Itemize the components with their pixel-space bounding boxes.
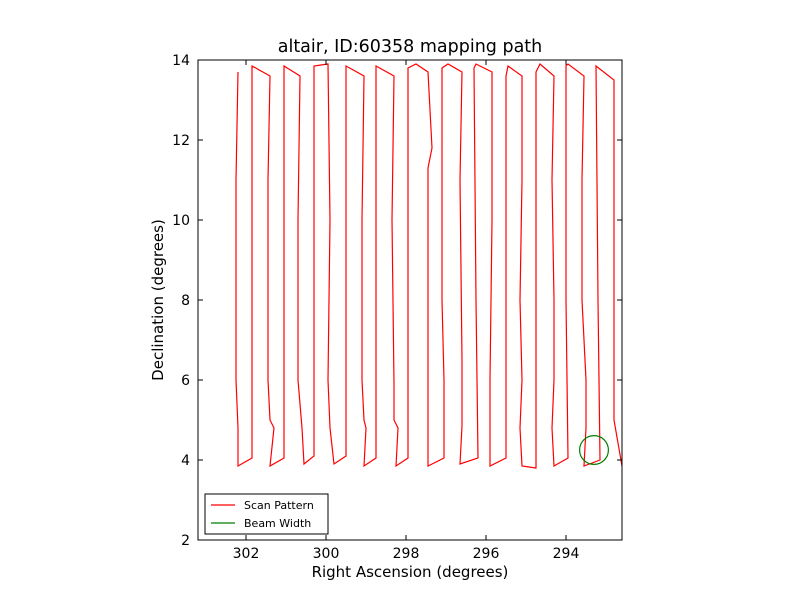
x-axis-label: Right Ascension (degrees) [312, 563, 509, 581]
plot-area [198, 60, 622, 540]
legend: Scan Pattern Beam Width [204, 493, 329, 535]
chart-title: altair, ID:60358 mapping path [278, 37, 543, 57]
y-tick-label: 10 [172, 213, 190, 229]
legend-label-beam-width: Beam Width [244, 517, 311, 530]
y-tick-label: 12 [172, 133, 190, 149]
x-tick-label: 294 [553, 546, 580, 562]
y-tick-label: 4 [181, 453, 190, 469]
x-tick-label: 300 [313, 546, 340, 562]
legend-label-scan-pattern: Scan Pattern [244, 499, 314, 512]
x-tick-label: 296 [473, 546, 500, 562]
x-axis-ticks: 302 300 298 296 294 [233, 60, 580, 562]
series-layer [235, 63, 622, 469]
legend-box [204, 493, 329, 535]
beam-width-circle [578, 435, 609, 466]
x-tick-label: 298 [393, 546, 420, 562]
x-tick-label: 302 [233, 546, 260, 562]
series-line-scan-pattern [235, 63, 622, 469]
y-tick-label: 8 [181, 293, 190, 309]
y-tick-label: 14 [172, 53, 190, 69]
y-axis-ticks: 2 4 6 8 10 12 14 [172, 53, 622, 549]
y-tick-label: 6 [181, 373, 190, 389]
y-axis-label: Declination (degrees) [149, 219, 167, 381]
y-tick-label: 2 [181, 533, 190, 549]
